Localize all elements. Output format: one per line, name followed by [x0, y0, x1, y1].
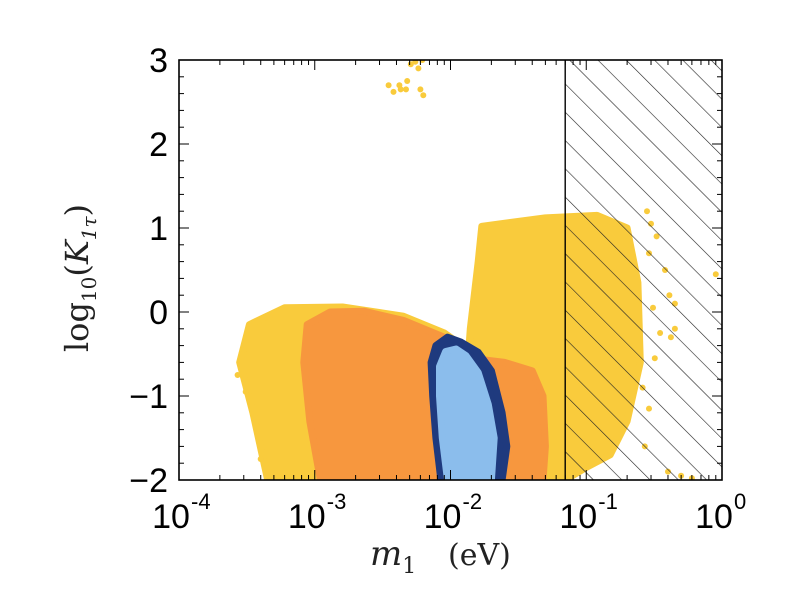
y-tick-label: −2	[129, 462, 168, 500]
x-axis-unit: (eV)	[448, 538, 511, 573]
y-tick-label: 0	[149, 294, 168, 332]
region-light-blue	[436, 345, 498, 480]
x-tick-label-exponent: -3	[327, 489, 347, 514]
x-tick-label-base: 10	[424, 498, 462, 536]
y-axis-log: log	[58, 302, 96, 352]
axis-ticks	[178, 59, 723, 481]
excluded-region-hatch	[565, 60, 722, 480]
svg-text:m1: m1	[370, 534, 416, 579]
x-tick-label-exponent: -2	[463, 489, 483, 514]
x-tick-label-base: 10	[288, 498, 326, 536]
scatter-point	[234, 372, 241, 378]
x-tick-label-base: 10	[559, 498, 597, 536]
y-tick-label: 2	[149, 126, 168, 164]
y-axis-arg-subscript: 1τ	[77, 216, 101, 241]
y-axis-arg: K	[58, 238, 96, 265]
scatter-point	[257, 456, 264, 462]
svg-text:log10(K1τ): log10(K1τ)	[58, 204, 101, 352]
excluded-region	[564, 60, 722, 480]
y-tick-labels: −2 −1 0 1 2 3	[129, 42, 168, 500]
x-tick-label-exponent: -4	[191, 489, 211, 514]
scatter-point	[385, 82, 392, 89]
scatter-point	[396, 82, 403, 89]
scatter-point	[240, 346, 247, 353]
x-axis-symbol: m	[370, 534, 402, 574]
scatter-point	[420, 92, 427, 99]
x-axis-subscript: 1	[402, 554, 416, 579]
x-tick-label-base: 10	[695, 498, 733, 536]
x-tick-label-exponent: -1	[598, 489, 618, 514]
x-tick-labels: 10 -4 10 -3 10 -2 10 -1 10 0	[152, 489, 746, 536]
y-axis-label: log10(K1τ)	[58, 204, 101, 352]
scatter-point	[403, 86, 409, 93]
scatter-point	[390, 88, 397, 95]
y-tick-label: 3	[149, 42, 168, 80]
x-tick-label-base: 10	[152, 498, 190, 536]
scatter-point	[253, 422, 260, 429]
scatter-point	[242, 388, 249, 395]
scatter-point	[417, 86, 424, 93]
scatter-point	[415, 65, 422, 72]
y-tick-label: 1	[149, 210, 168, 248]
scatter-point	[404, 78, 411, 84]
y-tick-label: −1	[129, 378, 168, 416]
x-axis-label: m1 (eV)	[370, 534, 511, 579]
x-tick-label-exponent: 0	[734, 489, 746, 514]
scatter-point	[412, 60, 419, 65]
y-axis-base: 10	[77, 277, 101, 302]
